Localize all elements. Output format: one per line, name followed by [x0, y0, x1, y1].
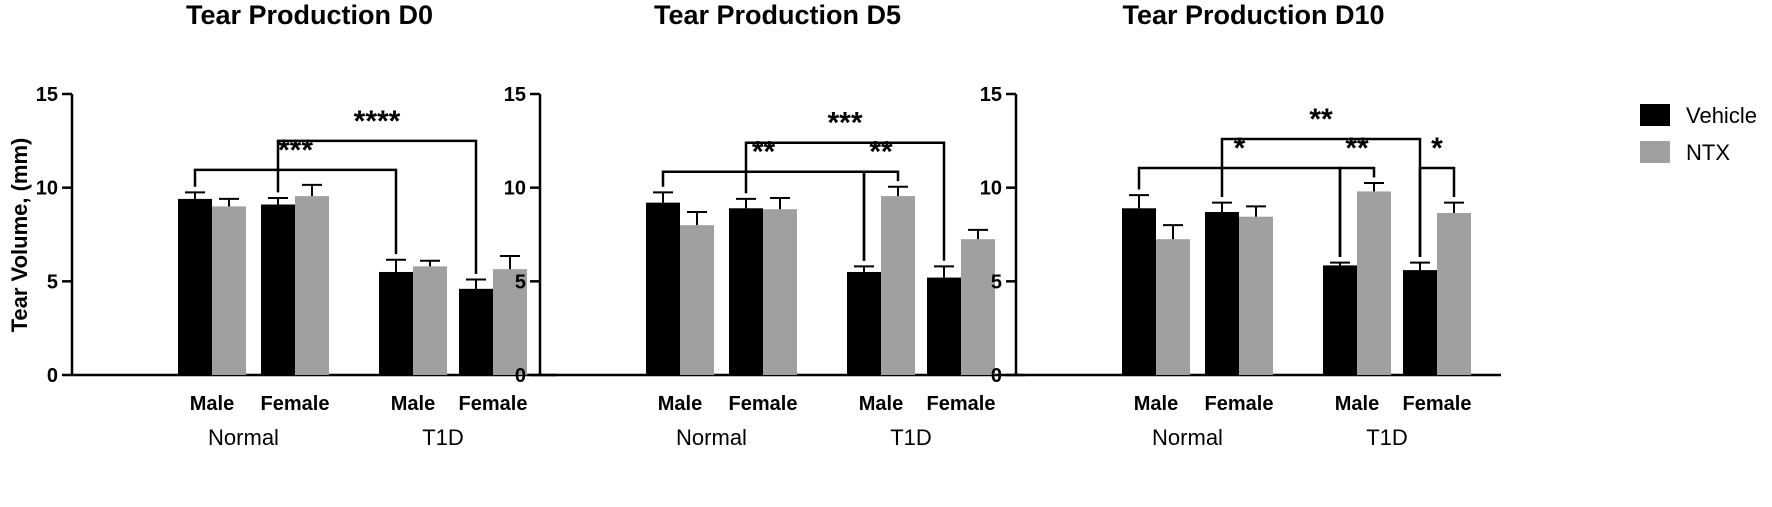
group-label: T1D [422, 425, 464, 450]
group-label: T1D [1366, 425, 1408, 450]
y-tick-label: 5 [991, 271, 1002, 293]
legend-label-ntx: NTX [1686, 140, 1730, 165]
bar-ntx-2 [1357, 191, 1391, 375]
significance-label: ** [752, 136, 776, 169]
chart-panel-0: Tear Production D0 0 5 10 15 Male Female Male Fe… [36, 0, 557, 450]
y-tick-label: 0 [47, 365, 58, 387]
bar-ntx-1 [295, 196, 329, 375]
bar-ntx-0 [212, 206, 246, 375]
bar-ntx-3 [1437, 212, 1471, 375]
y-tick-label: 0 [991, 365, 1002, 387]
y-tick-label: 15 [504, 84, 526, 106]
significance-label: ** [1309, 103, 1333, 136]
x-tick-label: Male [391, 393, 435, 415]
x-tick-label: Female [1403, 393, 1472, 415]
bar-ntx-0 [680, 225, 714, 375]
significance-label: * [1234, 132, 1246, 165]
bar-vehicle-3 [1403, 270, 1437, 375]
x-tick-label: Female [729, 393, 798, 415]
significance-bracket [1220, 137, 1422, 257]
x-tick-label: Female [1205, 393, 1274, 415]
x-tick-label: Female [261, 393, 330, 415]
y-tick-label: 10 [504, 178, 526, 200]
group-label: Normal [676, 425, 747, 450]
y-tick-label: 10 [36, 178, 58, 200]
bar-vehicle-2 [847, 271, 881, 375]
legend-swatch-ntx [1640, 141, 1670, 163]
bar-ntx-0 [1156, 239, 1190, 375]
bar-vehicle-3 [459, 288, 493, 375]
chart-panel-1: Tear Production D5 0 5 10 15 Male Female Male Fe… [504, 0, 1025, 450]
bar-vehicle-1 [261, 204, 295, 375]
x-tick-label: Male [1335, 393, 1379, 415]
bar-vehicle-0 [1122, 208, 1156, 375]
group-label: Normal [1152, 425, 1223, 450]
y-tick-label: 0 [515, 365, 526, 387]
bar-vehicle-0 [178, 198, 212, 375]
legend-swatch-vehicle [1640, 104, 1670, 126]
bar-ntx-1 [763, 209, 797, 375]
chart-panel-2: Tear Production D10 0 5 10 15 Male Female Male F… [980, 0, 1501, 450]
y-tick-label: 15 [36, 84, 58, 106]
significance-label: *** [827, 107, 862, 140]
bar-ntx-1 [1239, 216, 1273, 375]
chart-title: Tear Production D10 [1122, 0, 1384, 30]
significance-label: ** [1345, 132, 1369, 165]
significance-bracket [744, 141, 946, 261]
significance-label: *** [278, 134, 313, 167]
x-tick-label: Male [1134, 393, 1178, 415]
legend: Vehicle NTX [1640, 103, 1757, 165]
bar-vehicle-0 [646, 202, 680, 375]
significance-label: ** [869, 136, 893, 169]
significance-bracket [1338, 166, 1376, 257]
group-label: Normal [208, 425, 279, 450]
chart-title: Tear Production D5 [654, 0, 901, 30]
chart-panels: Tear Production D0 0 5 10 15 Male Female Male Fe… [36, 0, 1501, 450]
significance-bracket [276, 139, 478, 274]
x-tick-label: Male [859, 393, 903, 415]
significance-bracket [862, 170, 900, 261]
bar-vehicle-1 [729, 208, 763, 375]
x-tick-label: Male [190, 393, 234, 415]
bar-ntx-2 [881, 196, 915, 375]
chart-title: Tear Production D0 [186, 0, 433, 30]
y-axis-label: Tear Volume, (mm) [7, 138, 32, 333]
legend-label-vehicle: Vehicle [1686, 103, 1757, 128]
group-label: T1D [890, 425, 932, 450]
significance-label: * [1431, 132, 1443, 165]
x-tick-label: Female [459, 393, 528, 415]
bar-ntx-2 [413, 266, 447, 375]
bar-vehicle-2 [1323, 265, 1357, 375]
y-tick-label: 5 [515, 271, 526, 293]
significance-bracket [193, 168, 398, 255]
y-tick-label: 10 [980, 178, 1002, 200]
significance-label: **** [354, 105, 401, 138]
x-tick-label: Female [927, 393, 996, 415]
y-tick-label: 5 [47, 271, 58, 293]
bar-vehicle-1 [1205, 212, 1239, 375]
bar-ntx-3 [493, 269, 527, 375]
bar-vehicle-2 [379, 271, 413, 375]
y-tick-label: 15 [980, 84, 1002, 106]
bar-vehicle-3 [927, 277, 961, 375]
x-tick-label: Male [658, 393, 702, 415]
bar-ntx-3 [961, 239, 995, 375]
